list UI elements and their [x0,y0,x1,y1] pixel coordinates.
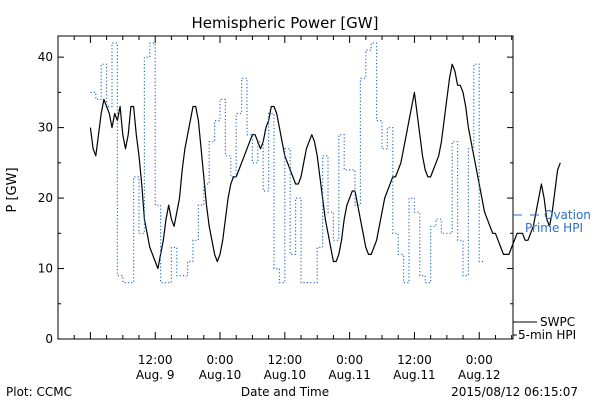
y-tick-label: 40 [38,50,53,64]
legend-ovation-label-2: Prime HPI [525,221,583,235]
y-tick-label: 10 [38,262,53,276]
y-axis-label: P [GW] [5,167,20,212]
plot-frame [57,35,514,340]
x-tick-label-time: 0:00 [466,353,493,367]
x-tick-label-time: 12:00 [138,353,173,367]
x-tick-label-time: 12:00 [268,353,303,367]
legend-ovation-label-1: Ovation [544,208,591,222]
x-tick-label-time: 12:00 [397,353,432,367]
y-tick-label: 20 [38,191,53,205]
x-tick-label-date: Aug.10 [199,368,242,382]
series-swpc-line [89,63,561,270]
x-tick-label-time: 0:00 [336,353,363,367]
footer-x-axis-label: Date and Time [241,385,329,399]
x-tick-label-date: Aug.12 [458,368,501,382]
footer-timestamp: 2015/08/12 06:15:07 [451,385,578,399]
chart-title: Hemispheric Power [GW] [192,14,379,32]
legend-swpc-label-2: 5-min HPI [518,328,576,342]
series-layer [89,42,561,284]
footer-plot-credit: Plot: CCMC [6,385,72,399]
legend-swpc-label-1: SWPC [540,315,575,329]
y-axis: 0 10 20 30 40 [38,50,513,346]
y-tick-label: 0 [45,332,53,346]
x-tick-label-date: Aug.11 [393,368,436,382]
x-tick-label-date: Aug. 9 [136,368,175,382]
y-tick-label: 30 [38,121,53,135]
x-tick-label-time: 0:00 [207,353,234,367]
x-tick-label-date: Aug.11 [328,368,371,382]
x-tick-label-date: Aug.10 [264,368,307,382]
series-ovation-prime-line [90,42,485,284]
